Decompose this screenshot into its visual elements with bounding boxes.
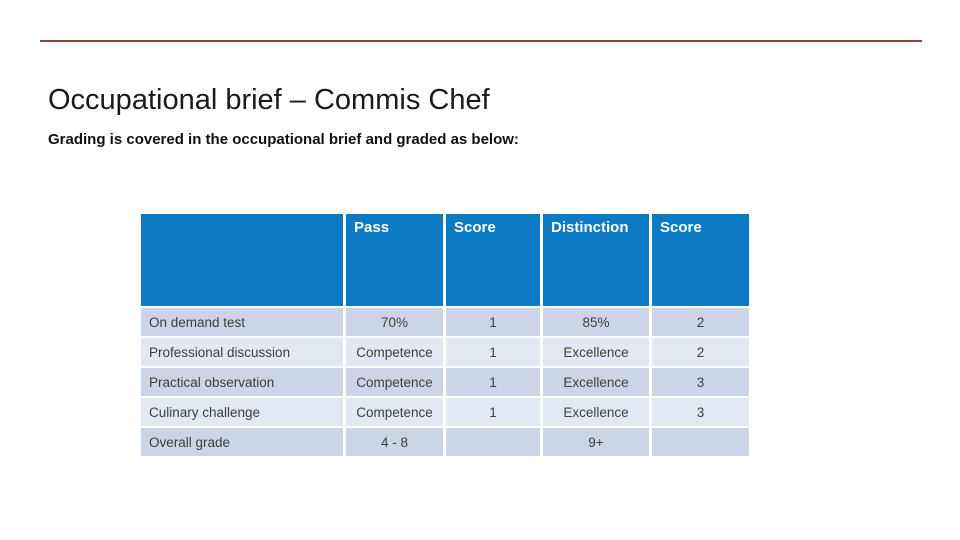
- distinction-value: 85%: [543, 308, 649, 336]
- distinction-value: Excellence: [543, 338, 649, 366]
- row-label: Professional discussion: [141, 338, 343, 366]
- pass-score-value: 1: [446, 398, 540, 426]
- pass-value: Competence: [346, 338, 443, 366]
- row-label: On demand test: [141, 308, 343, 336]
- row-label: Practical observation: [141, 368, 343, 396]
- table-header-row: Pass Score Distinction Score: [141, 214, 749, 306]
- distinction-score-value: 3: [652, 398, 749, 426]
- top-accent-rule: [40, 40, 922, 42]
- pass-score-value: [446, 428, 540, 456]
- distinction-value: Excellence: [543, 368, 649, 396]
- distinction-value: Excellence: [543, 398, 649, 426]
- table-row: Culinary challenge Competence 1 Excellen…: [141, 398, 749, 426]
- pass-score-value: 1: [446, 338, 540, 366]
- pass-score-value: 1: [446, 368, 540, 396]
- pass-value: 70%: [346, 308, 443, 336]
- header-cell-pass: Pass: [346, 214, 443, 306]
- pass-value: Competence: [346, 368, 443, 396]
- row-label: Culinary challenge: [141, 398, 343, 426]
- distinction-score-value: 3: [652, 368, 749, 396]
- pass-score-value: 1: [446, 308, 540, 336]
- distinction-score-value: [652, 428, 749, 456]
- grading-table: Pass Score Distinction Score On demand t…: [138, 212, 752, 458]
- slide-subtitle: Grading is covered in the occupational b…: [48, 131, 519, 148]
- slide-title: Occupational brief – Commis Chef: [48, 84, 490, 116]
- pass-value: Competence: [346, 398, 443, 426]
- table-row: Overall grade 4 - 8 9+: [141, 428, 749, 456]
- distinction-score-value: 2: [652, 308, 749, 336]
- distinction-score-value: 2: [652, 338, 749, 366]
- table-row: Professional discussion Competence 1 Exc…: [141, 338, 749, 366]
- table-row: Practical observation Competence 1 Excel…: [141, 368, 749, 396]
- distinction-value: 9+: [543, 428, 649, 456]
- header-cell-empty: [141, 214, 343, 306]
- table-row: On demand test 70% 1 85% 2: [141, 308, 749, 336]
- row-label: Overall grade: [141, 428, 343, 456]
- header-cell-score-distinction: Score: [652, 214, 749, 306]
- header-cell-distinction: Distinction: [543, 214, 649, 306]
- header-cell-score-pass: Score: [446, 214, 540, 306]
- pass-value: 4 - 8: [346, 428, 443, 456]
